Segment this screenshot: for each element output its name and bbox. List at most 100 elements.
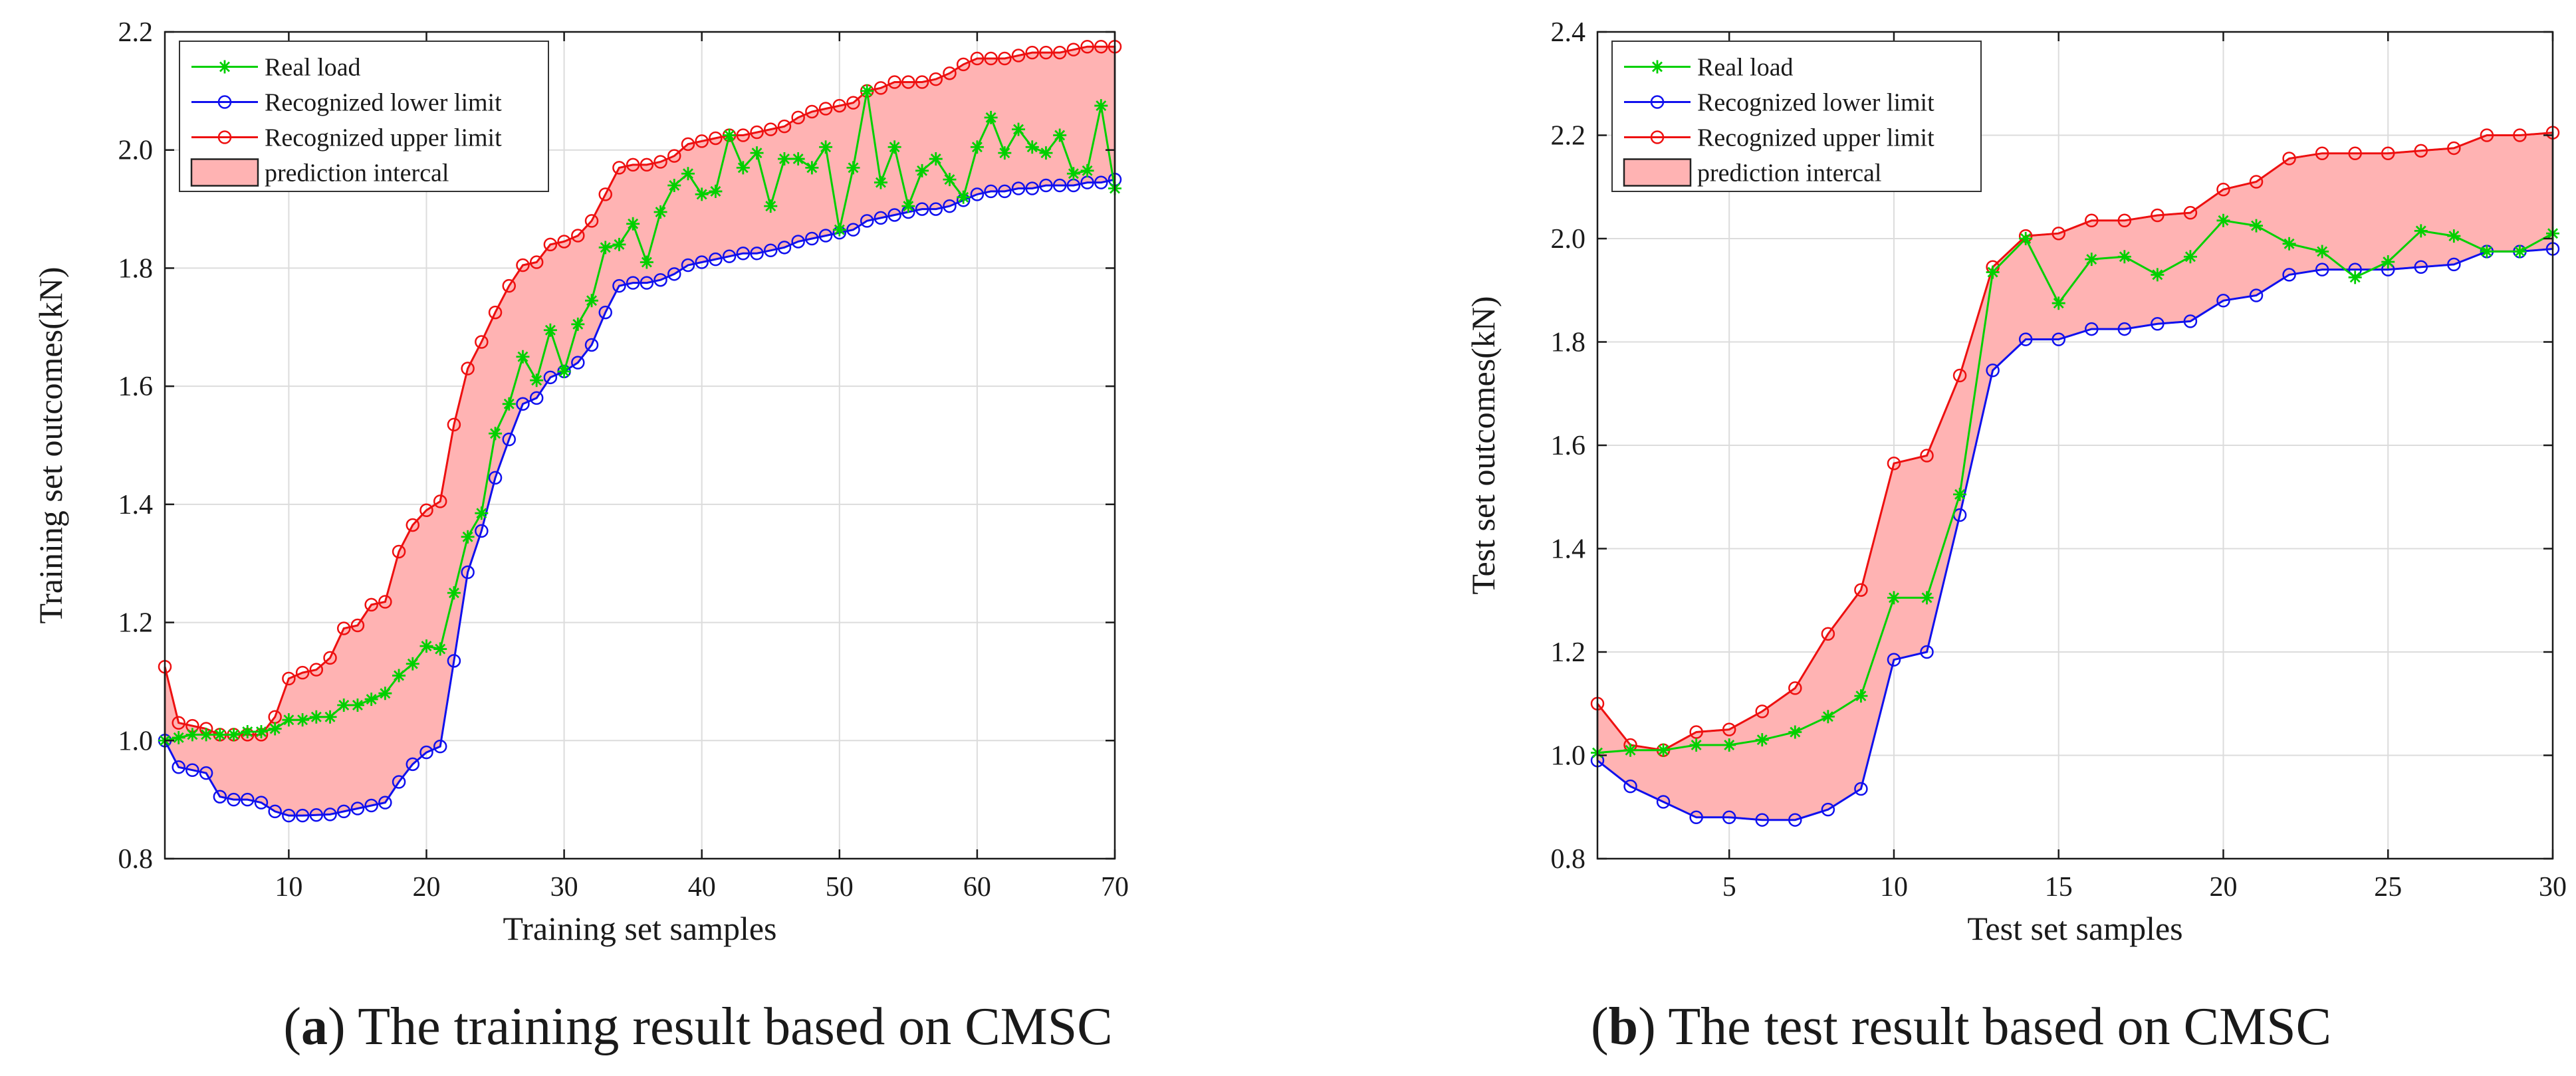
data-point-upper-limit <box>1080 39 1094 54</box>
legend-label: Real load <box>1697 54 1794 82</box>
data-point-upper-limit <box>2447 141 2461 156</box>
data-point-real-load <box>915 163 929 177</box>
legend-label: Recognized upper limit <box>265 124 502 152</box>
data-point-upper-limit <box>2051 226 2065 241</box>
data-point-real-load <box>970 140 984 154</box>
data-point-upper-limit <box>2348 146 2362 160</box>
data-point-upper-limit <box>2315 146 2329 160</box>
data-point-upper-limit <box>777 119 792 134</box>
data-point-real-load <box>723 128 737 142</box>
legend-swatch-marker <box>218 60 231 74</box>
data-point-lower-limit <box>1887 653 1901 667</box>
data-point-lower-limit <box>763 243 778 258</box>
data-point-real-load <box>846 161 860 175</box>
data-point-upper-limit <box>887 75 901 89</box>
data-point-lower-limit <box>309 807 324 822</box>
y-tick-label: 2.2 <box>1551 121 1586 152</box>
data-point-real-load <box>296 713 310 727</box>
data-point-upper-limit <box>172 716 185 730</box>
y-tick-label: 2.0 <box>118 136 154 166</box>
y-tick-label: 1.8 <box>1551 328 1586 358</box>
data-point-lower-limit <box>2414 260 2428 274</box>
data-point-real-load <box>2447 229 2461 243</box>
data-point-real-load <box>2183 250 2197 264</box>
data-point-upper-limit <box>681 137 695 152</box>
data-point-lower-limit <box>502 432 517 447</box>
data-point-real-load <box>337 698 351 712</box>
data-point-lower-limit <box>350 802 365 815</box>
data-point-upper-limit <box>998 51 1012 66</box>
data-point-upper-limit <box>1887 456 1901 471</box>
data-point-lower-limit <box>364 798 378 813</box>
data-point-real-load <box>1012 122 1026 136</box>
data-point-upper-limit <box>282 671 296 686</box>
data-point-real-load <box>777 152 791 166</box>
data-point-real-load <box>2414 224 2428 238</box>
legend-swatch-area <box>1623 158 1692 187</box>
data-point-lower-limit <box>2447 257 2461 272</box>
data-point-lower-limit <box>1656 795 1671 809</box>
data-point-upper-limit <box>736 128 751 142</box>
data-point-real-load <box>585 294 599 308</box>
data-point-lower-limit <box>970 187 985 201</box>
data-point-lower-limit <box>241 792 255 807</box>
data-point-real-load <box>461 530 475 544</box>
data-point-real-load <box>406 657 419 671</box>
data-point-upper-limit <box>336 621 351 635</box>
data-point-lower-limit <box>2018 332 2033 346</box>
data-point-real-load <box>323 710 337 724</box>
data-point-upper-limit <box>392 544 406 559</box>
data-point-upper-limit <box>1952 368 1967 383</box>
data-point-lower-limit <box>709 252 723 267</box>
data-point-real-load <box>364 693 378 706</box>
data-point-lower-limit <box>2085 322 2099 336</box>
data-point-upper-limit <box>818 102 833 116</box>
data-point-real-load <box>1657 743 1671 757</box>
chart-panel-b: 0.8 1.0 1.2 1.4 1.6 1.8 2.0 2.2 2.4 5 10 15 20 25 30 Te… <box>1464 17 2567 947</box>
data-point-upper-limit <box>364 597 378 612</box>
data-point-real-load <box>2216 213 2230 227</box>
data-point-lower-limit <box>1854 782 1868 796</box>
data-point-real-load <box>874 175 887 189</box>
data-point-lower-limit <box>2051 332 2065 346</box>
x-tick-label: 40 <box>688 872 716 903</box>
y-axis-label: Training set outcomes(kN) <box>32 267 69 624</box>
legend-swatch-area <box>190 158 259 187</box>
data-point-real-load <box>475 506 489 520</box>
data-point-real-load <box>612 237 626 251</box>
data-point-lower-limit <box>1722 810 1736 825</box>
data-point-lower-limit <box>584 338 599 352</box>
data-point-real-load <box>709 184 723 198</box>
data-point-lower-limit <box>475 524 489 538</box>
data-point-real-load <box>929 152 943 166</box>
data-point-upper-limit <box>2513 128 2527 142</box>
data-point-upper-limit <box>1854 583 1868 597</box>
data-point-upper-limit <box>1722 722 1736 736</box>
data-point-lower-limit <box>406 757 420 772</box>
y-tick-label: 1.4 <box>118 490 154 520</box>
data-point-lower-limit <box>874 211 888 225</box>
data-point-upper-limit <box>667 149 681 163</box>
data-point-upper-limit <box>1755 704 1770 718</box>
data-point-upper-limit <box>653 155 667 169</box>
data-point-real-load <box>2381 255 2395 269</box>
data-point-lower-limit <box>640 276 654 290</box>
data-point-upper-limit <box>2249 175 2264 189</box>
data-point-real-load <box>640 255 653 269</box>
data-point-upper-limit <box>461 362 475 376</box>
data-point-real-load <box>254 724 268 738</box>
data-point-lower-limit <box>336 804 351 819</box>
data-point-upper-limit <box>1920 449 1934 463</box>
y-tick-label: 0.8 <box>118 844 154 875</box>
y-axis-label: Test set outcomes(kN) <box>1464 296 1502 594</box>
series-line-upper-limit <box>164 45 1115 736</box>
data-point-lower-limit <box>2151 317 2165 331</box>
data-point-real-load <box>350 698 364 712</box>
data-point-lower-limit <box>378 796 392 809</box>
data-point-lower-limit <box>282 808 296 823</box>
data-point-real-load <box>1986 265 2000 279</box>
x-tick-label: 20 <box>2209 872 2237 903</box>
data-point-real-load <box>1066 167 1080 181</box>
y-tick-label: 1.6 <box>118 372 154 402</box>
data-point-lower-limit <box>2183 314 2198 328</box>
